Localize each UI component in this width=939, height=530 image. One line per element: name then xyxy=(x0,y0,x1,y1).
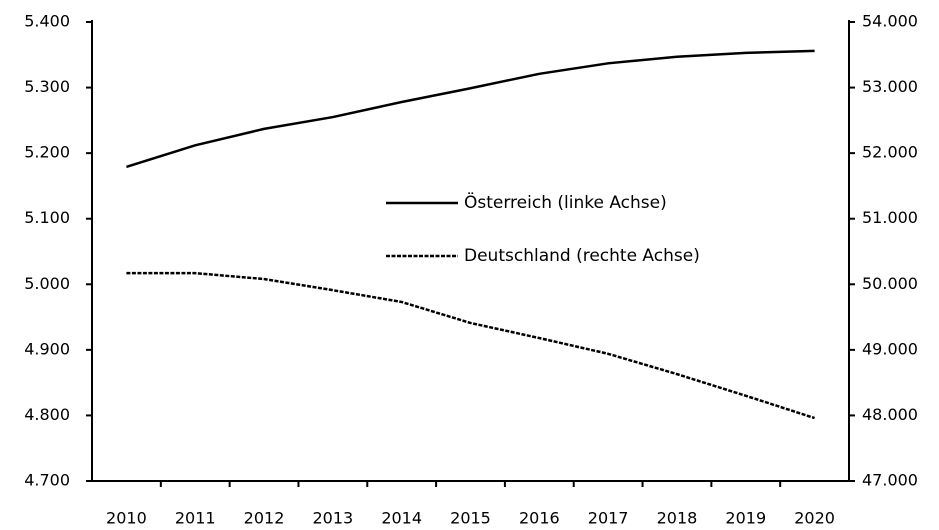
legend-label: Deutschland (rechte Achse) xyxy=(464,246,700,266)
y2-tick-label: 47.000 xyxy=(862,471,918,490)
y2-tick-label: 49.000 xyxy=(862,339,918,358)
x-tick-label: 2015 xyxy=(450,509,491,528)
legend-label: Österreich (linke Achse) xyxy=(464,191,667,213)
y2-tick-label: 53.000 xyxy=(862,77,918,96)
x-tick-label: 2013 xyxy=(313,509,354,528)
y-tick-label: 4.700 xyxy=(24,471,70,490)
x-tick-label: 2020 xyxy=(794,509,835,528)
y-tick-label: 5.000 xyxy=(24,274,70,293)
y2-tick-label: 51.000 xyxy=(862,208,918,227)
x-tick-label: 2019 xyxy=(725,509,766,528)
y-tick-label: 5.400 xyxy=(24,12,70,31)
x-tick-label: 2011 xyxy=(175,509,216,528)
y2-tick-label: 48.000 xyxy=(862,405,918,424)
x-tick-label: 2010 xyxy=(106,509,147,528)
x-tick-label: 2016 xyxy=(519,509,560,528)
y2-tick-label: 50.000 xyxy=(862,274,918,293)
x-tick-label: 2012 xyxy=(244,509,285,528)
x-tick-label: 2014 xyxy=(381,509,422,528)
y-tick-label: 4.900 xyxy=(24,339,70,358)
y-tick-label: 5.100 xyxy=(24,208,70,227)
x-tick-label: 2017 xyxy=(588,509,629,528)
y-tick-label: 5.200 xyxy=(24,143,70,162)
y2-tick-label: 52.000 xyxy=(862,143,918,162)
x-tick-label: 2018 xyxy=(657,509,698,528)
series-line xyxy=(126,49,815,169)
series-line xyxy=(126,271,815,420)
y-tick-label: 4.800 xyxy=(24,405,70,424)
y2-tick-label: 54.000 xyxy=(862,12,918,31)
y-tick-label: 5.300 xyxy=(24,77,70,96)
